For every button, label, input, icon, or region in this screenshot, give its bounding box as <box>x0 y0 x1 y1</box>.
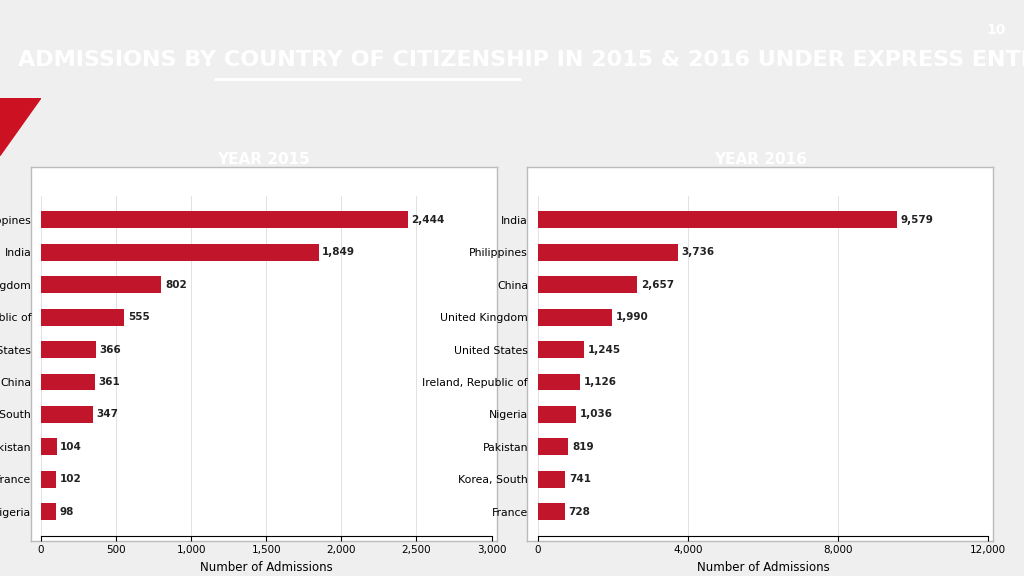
Bar <box>41 374 95 391</box>
Bar <box>538 503 565 520</box>
Bar <box>538 341 585 358</box>
Bar <box>538 244 678 260</box>
Bar <box>41 406 93 423</box>
Bar <box>538 406 577 423</box>
Text: 1,036: 1,036 <box>581 410 613 419</box>
Text: 1,126: 1,126 <box>584 377 616 387</box>
Text: 9,579: 9,579 <box>901 215 934 225</box>
Text: 1,849: 1,849 <box>323 247 355 257</box>
Bar <box>41 211 408 228</box>
Text: 104: 104 <box>60 442 82 452</box>
X-axis label: Number of Admissions: Number of Admissions <box>696 561 829 574</box>
Bar <box>41 309 124 325</box>
Text: 1,990: 1,990 <box>615 312 648 322</box>
Bar <box>41 244 318 260</box>
Bar <box>538 374 580 391</box>
Bar <box>41 503 55 520</box>
Text: 741: 741 <box>569 475 591 484</box>
Bar <box>538 211 897 228</box>
Text: 728: 728 <box>568 507 591 517</box>
Bar <box>538 471 565 488</box>
Text: 347: 347 <box>96 410 119 419</box>
Text: 802: 802 <box>165 279 186 290</box>
Text: YEAR 2016: YEAR 2016 <box>714 152 807 168</box>
Bar <box>41 341 96 358</box>
Bar <box>41 438 56 456</box>
Text: 102: 102 <box>59 475 82 484</box>
Text: 2,444: 2,444 <box>412 215 445 225</box>
Bar <box>538 309 612 325</box>
Bar <box>538 438 568 456</box>
Text: 10: 10 <box>986 23 1006 37</box>
Text: 366: 366 <box>99 344 121 355</box>
Text: YEAR 2015: YEAR 2015 <box>217 152 310 168</box>
Text: 819: 819 <box>572 442 594 452</box>
Text: ADMISSIONS BY COUNTRY OF CITIZENSHIP IN 2015 & 2016 UNDER EXPRESS ENTRY: ADMISSIONS BY COUNTRY OF CITIZENSHIP IN … <box>18 50 1024 70</box>
X-axis label: Number of Admissions: Number of Admissions <box>200 561 333 574</box>
Bar <box>41 276 162 293</box>
Bar <box>41 471 56 488</box>
Bar <box>538 276 637 293</box>
Text: 2,657: 2,657 <box>641 279 674 290</box>
Text: 3,736: 3,736 <box>682 247 715 257</box>
Text: 361: 361 <box>98 377 121 387</box>
Polygon shape <box>0 98 41 156</box>
Text: 1,245: 1,245 <box>588 344 622 355</box>
Text: 555: 555 <box>128 312 150 322</box>
Text: 98: 98 <box>59 507 74 517</box>
